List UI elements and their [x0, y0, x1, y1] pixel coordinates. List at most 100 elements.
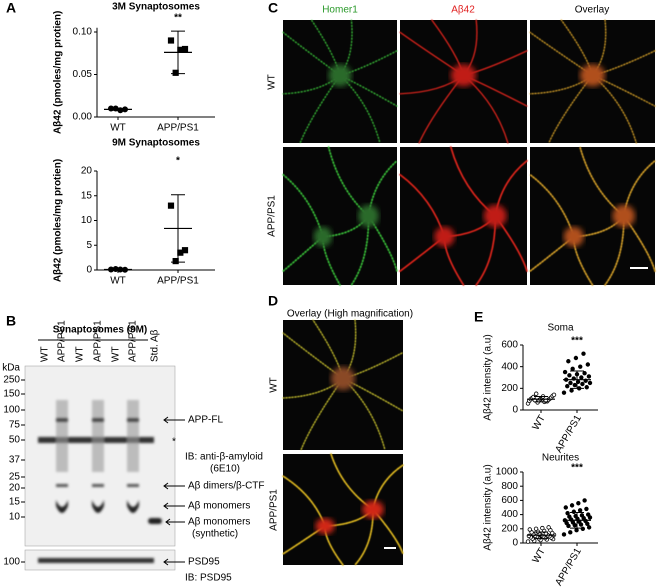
- data-point: [586, 374, 592, 379]
- y-tick-label: 20: [81, 166, 93, 177]
- data-point: [586, 512, 591, 517]
- data-point: [177, 46, 184, 53]
- data-point: [581, 351, 586, 356]
- column-label: Aβ42: [451, 5, 475, 16]
- marker-label: 250: [3, 375, 20, 386]
- y-tick-label: 600: [501, 340, 518, 351]
- western-blot: Synaptosomes (9M) kDa 100 APP-FL * IB: a…: [2, 325, 264, 584]
- y-tick-label: 0.10: [73, 27, 93, 38]
- error-bar: [534, 395, 548, 403]
- soma: [450, 64, 477, 87]
- data-point: [572, 382, 578, 388]
- y-tick-label: 5: [86, 240, 92, 251]
- x-tick-label: WT: [110, 276, 126, 287]
- soma: [434, 226, 455, 247]
- row-label: WT: [267, 74, 278, 90]
- data-point: [580, 526, 586, 531]
- y-tick-label: 0: [512, 538, 518, 549]
- error-bar: [570, 511, 584, 529]
- data-point: [570, 366, 575, 372]
- data-point: [582, 370, 587, 376]
- y-tick-label: 600: [501, 495, 518, 506]
- data-point: [584, 506, 589, 512]
- blot-annotation: Aβ dimers/β-CTF: [188, 481, 265, 492]
- data-point: [579, 513, 585, 518]
- x-tick-label: APP/PS1: [554, 413, 585, 455]
- data-point: [565, 383, 570, 389]
- data-point: [566, 359, 571, 364]
- row-label: APP/PS1: [267, 195, 278, 237]
- blot-annotation: Aβ monomers: [188, 517, 250, 528]
- data-point: [565, 510, 570, 516]
- error-bar: [171, 30, 185, 75]
- significance: **: [174, 12, 182, 23]
- microscopy-d: Overlay (High magnification) WT APP/PS1: [269, 309, 413, 531]
- micrograph: [529, 19, 656, 144]
- data-point: [578, 364, 583, 369]
- data-point: [579, 375, 584, 380]
- lane-label: APP/PS1: [128, 320, 139, 362]
- soma: [612, 204, 635, 228]
- y-tick-label: 0: [512, 405, 518, 416]
- marker-label: 100: [3, 557, 20, 568]
- x-tick-label: APP/PS1: [157, 276, 199, 287]
- marker-label: 75: [9, 420, 21, 431]
- blot-annotation: APP-FL: [188, 415, 223, 426]
- marker-label: 37: [9, 455, 21, 466]
- significance: ***: [571, 463, 583, 474]
- panel-label: D: [268, 293, 278, 309]
- data-point: [177, 249, 184, 256]
- data-point: [582, 498, 587, 503]
- blot-annotation: IB: anti-β-amyloid: [185, 452, 263, 463]
- error-bar: [171, 194, 185, 263]
- y-tick-label: 400: [501, 509, 518, 520]
- data-point: [567, 514, 572, 519]
- y-axis-label: Aβ42 intensity (a.u): [483, 464, 494, 550]
- y-tick-label: 0.05: [73, 69, 93, 80]
- panel-label: E: [474, 309, 483, 325]
- blot-annotation: PSD95: [188, 557, 220, 568]
- row-label: APP/PS1: [269, 489, 280, 531]
- data-point: [563, 505, 568, 510]
- data-point: [540, 525, 545, 531]
- data-point: [561, 390, 567, 395]
- dendrite: [299, 74, 341, 144]
- x-tick-label: APP/PS1: [554, 546, 585, 587]
- blot-annotation: (synthetic): [192, 529, 238, 540]
- error-bar: [111, 268, 125, 271]
- soma: [362, 500, 384, 519]
- soma: [328, 64, 352, 87]
- marker-label: 100: [3, 405, 20, 416]
- image-bg: [283, 147, 397, 285]
- dendrite: [342, 377, 386, 451]
- image-bg: [530, 147, 655, 285]
- row-label: WT: [269, 377, 280, 393]
- data-point: [569, 388, 574, 393]
- panel-label: C: [268, 0, 278, 16]
- marker-label: 20: [9, 483, 21, 494]
- x-tick-label: WT: [531, 546, 548, 565]
- data-point: [172, 69, 179, 76]
- y-axis-label: Aβ42 intensity (a.u): [483, 334, 494, 420]
- arrows: [163, 416, 185, 566]
- dendrite: [529, 74, 594, 95]
- high-mag-title: Overlay (High magnification): [287, 309, 413, 320]
- data-point: [562, 369, 568, 375]
- marker-label: 15: [9, 497, 21, 508]
- chart-title: Soma: [547, 323, 574, 334]
- x-tick-label: APP/PS1: [157, 123, 199, 134]
- data-point: [527, 527, 532, 532]
- y-tick-label: 0: [86, 265, 92, 276]
- data-point: [534, 391, 539, 396]
- blot-annotation: *: [172, 437, 176, 448]
- soma: [331, 366, 355, 391]
- kda-label: kDa: [2, 363, 20, 374]
- data-point: [577, 508, 583, 513]
- data-point: [585, 362, 591, 367]
- dendrite: [282, 377, 344, 399]
- data-point: [568, 380, 573, 386]
- error-bar: [111, 108, 125, 111]
- dendrite: [591, 74, 637, 144]
- column-label: Homer1: [322, 5, 358, 16]
